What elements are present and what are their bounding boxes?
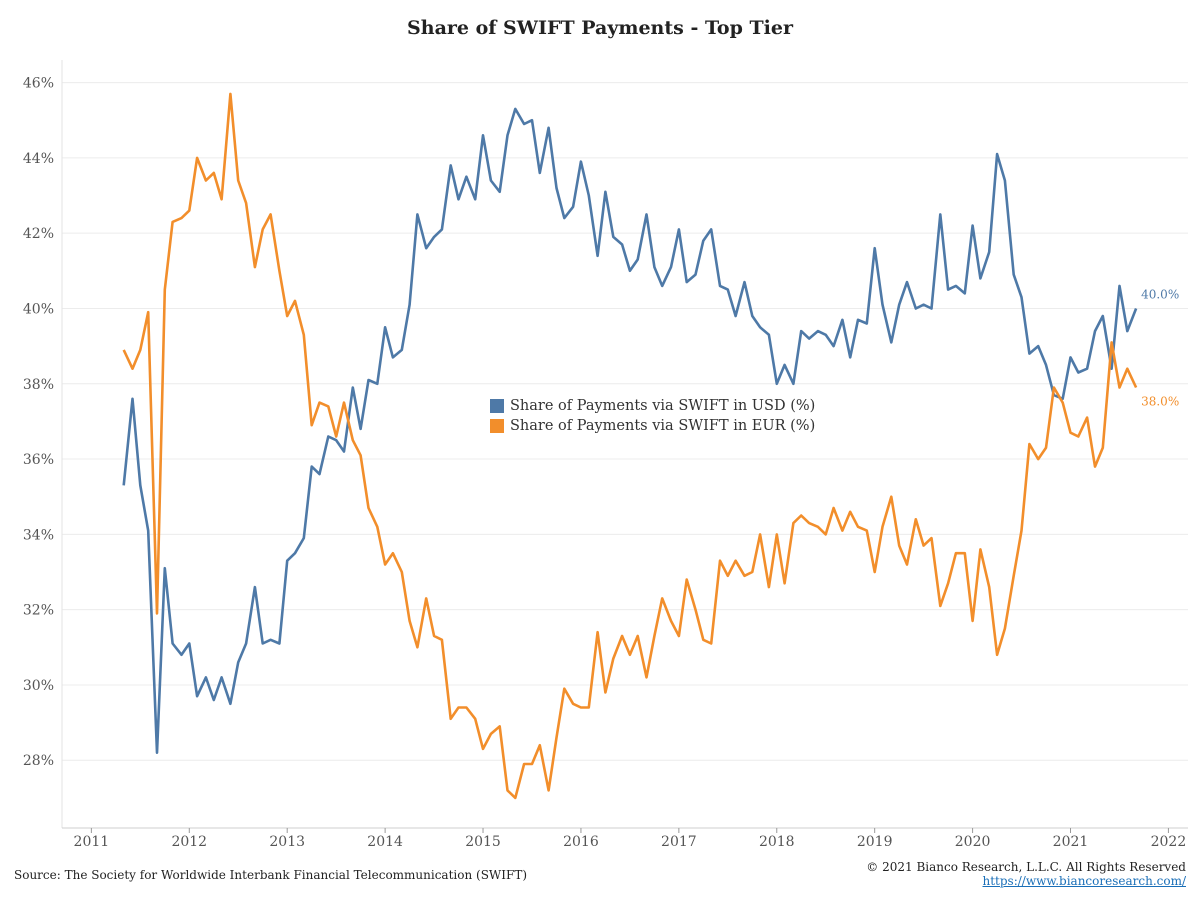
y-tick-label: 28% bbox=[23, 753, 54, 769]
legend-label-usd: Share of Payments via SWIFT in USD (%) bbox=[510, 398, 816, 414]
x-tick-label: 2022 bbox=[1151, 834, 1187, 850]
y-tick-label: 42% bbox=[23, 226, 54, 242]
x-tick-label: 2016 bbox=[563, 834, 599, 850]
x-tick-label: 2014 bbox=[367, 834, 403, 850]
website-link[interactable]: https://www.biancoresearch.com/ bbox=[982, 874, 1186, 888]
x-tick-label: 2011 bbox=[74, 834, 110, 850]
usd-end-label: 40.0% bbox=[1141, 287, 1179, 301]
x-tick-label: 2013 bbox=[269, 834, 305, 850]
y-tick-label: 40% bbox=[23, 301, 54, 317]
source-note: Source: The Society for Worldwide Interb… bbox=[14, 868, 528, 882]
y-tick-label: 46% bbox=[23, 76, 54, 92]
x-tick-label: 2020 bbox=[955, 834, 991, 850]
x-tick-label: 2018 bbox=[759, 834, 795, 850]
x-tick-label: 2021 bbox=[1053, 834, 1089, 850]
x-tick-label: 2019 bbox=[857, 834, 893, 850]
legend-swatch-eur bbox=[490, 419, 504, 433]
x-tick-label: 2015 bbox=[465, 834, 501, 850]
copyright-note: © 2021 Bianco Research, L.L.C. All Right… bbox=[866, 860, 1186, 874]
legend-swatch-usd bbox=[490, 399, 504, 413]
y-tick-label: 44% bbox=[23, 151, 54, 167]
x-tick-label: 2012 bbox=[171, 834, 207, 850]
usd-series-line bbox=[122, 107, 1138, 754]
legend: Share of Payments via SWIFT in USD (%) S… bbox=[490, 396, 815, 436]
legend-item-usd: Share of Payments via SWIFT in USD (%) bbox=[490, 396, 815, 416]
y-tick-label: 36% bbox=[23, 452, 54, 468]
legend-label-eur: Share of Payments via SWIFT in EUR (%) bbox=[510, 418, 816, 434]
chart-title: Share of SWIFT Payments - Top Tier bbox=[407, 17, 793, 39]
y-tick-label: 32% bbox=[23, 603, 54, 619]
eur-series-line bbox=[122, 92, 1138, 800]
y-tick-label: 30% bbox=[23, 678, 54, 694]
eur-end-label: 38.0% bbox=[1141, 395, 1179, 409]
x-tick-label: 2017 bbox=[661, 834, 697, 850]
y-tick-label: 34% bbox=[23, 527, 54, 543]
y-tick-label: 38% bbox=[23, 377, 54, 393]
legend-item-eur: Share of Payments via SWIFT in EUR (%) bbox=[490, 416, 815, 436]
